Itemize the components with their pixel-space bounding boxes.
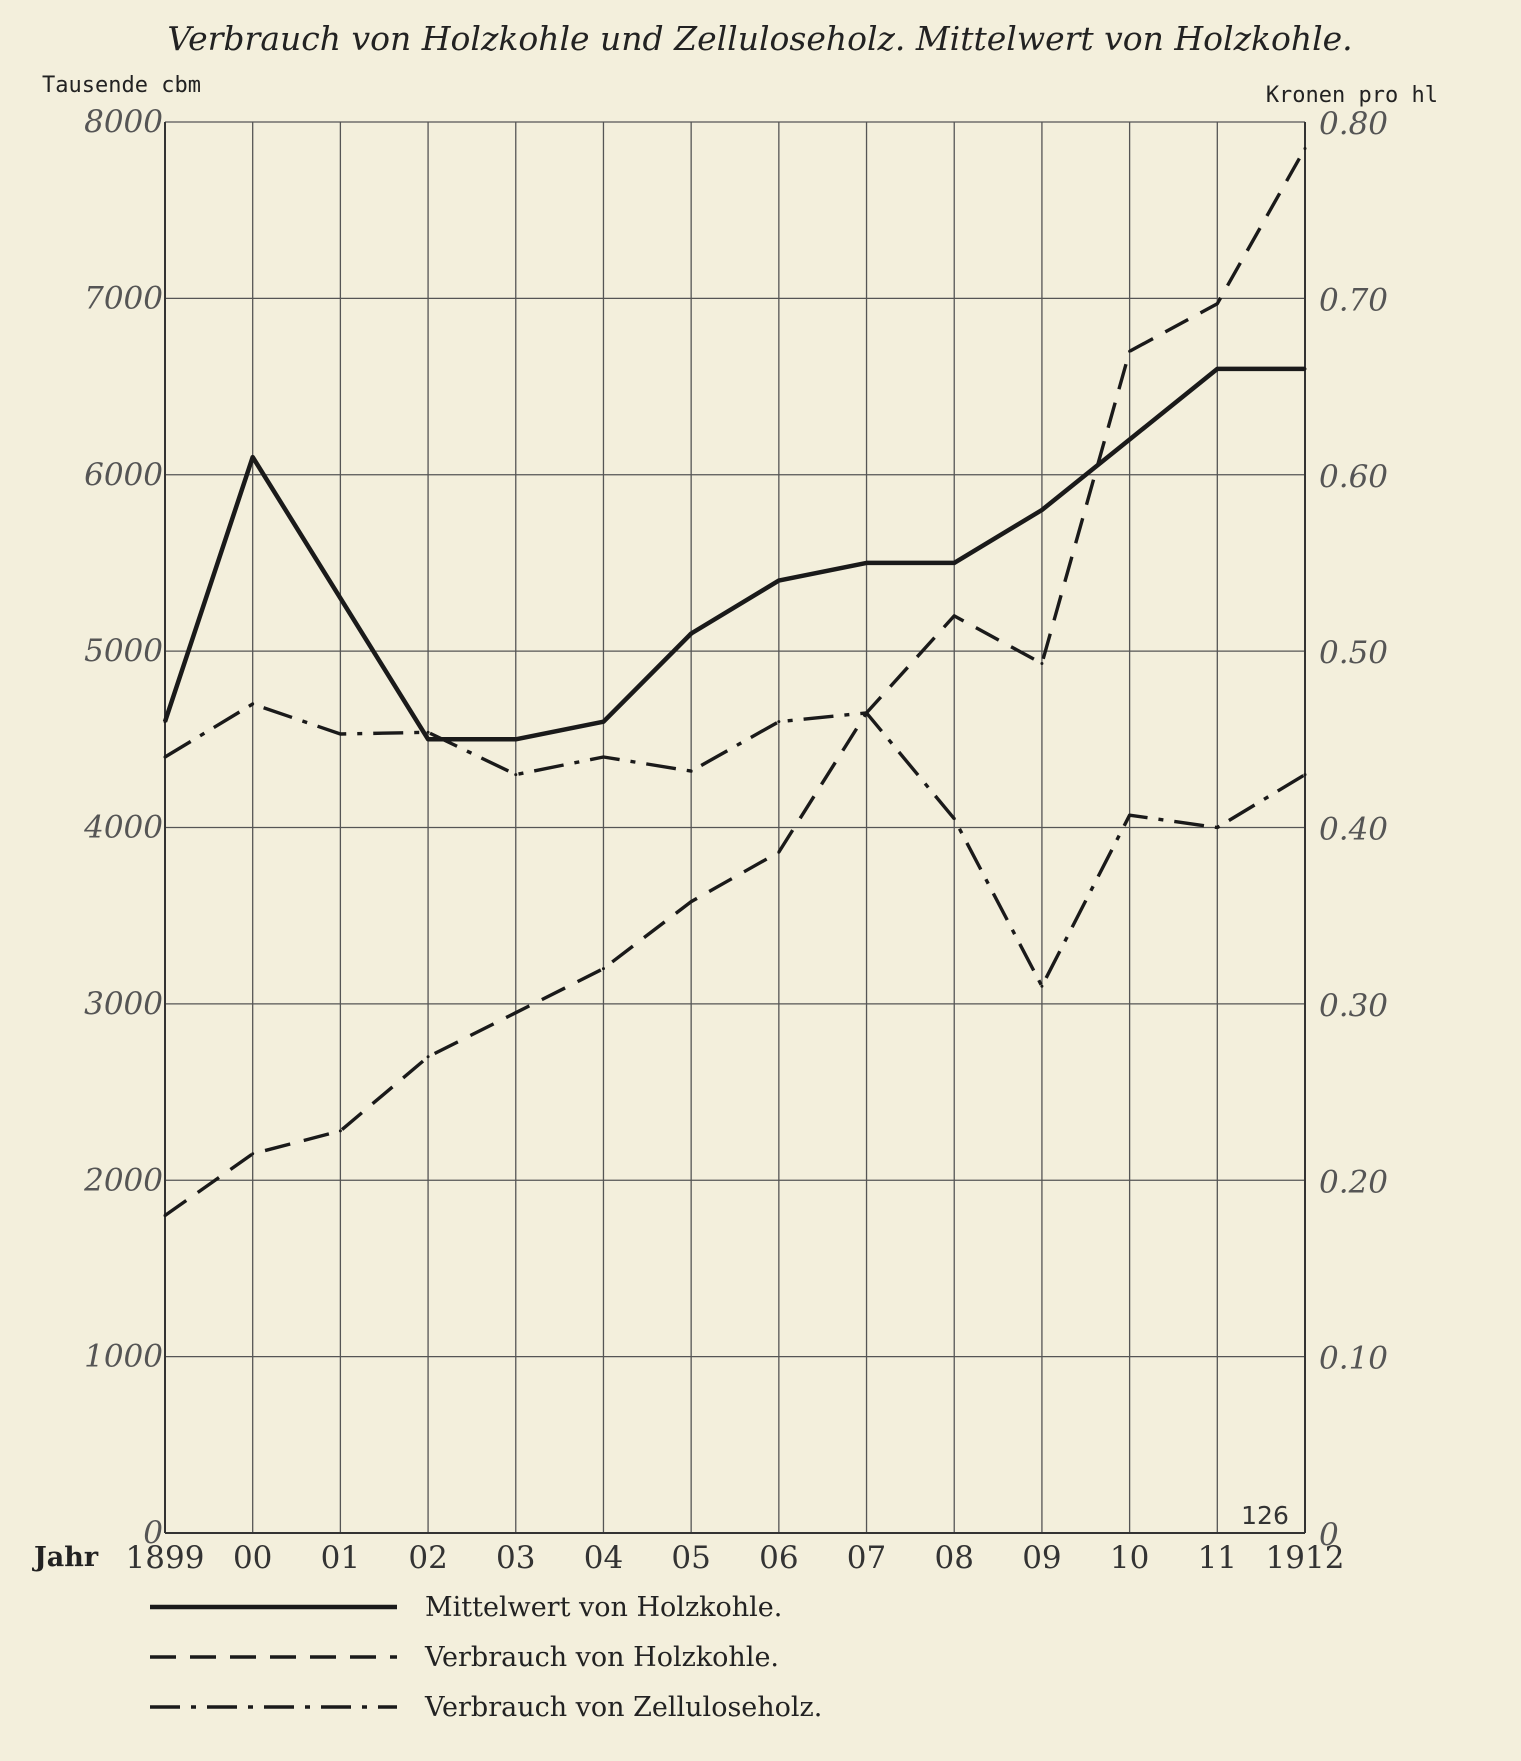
- data-point: [338, 1129, 342, 1133]
- x-tick-label: 08: [935, 1540, 974, 1576]
- right-y-tick-label: 0.60: [1319, 459, 1388, 495]
- x-tick-label: 10: [1110, 1540, 1149, 1576]
- data-point: [777, 579, 781, 583]
- data-point: [251, 702, 255, 706]
- left-axis-unit-label: Tausende cbm: [42, 73, 201, 98]
- axes: [164, 122, 1306, 1534]
- chart-title: Verbrauch von Holzkohle und Zellulosehol…: [167, 19, 1352, 58]
- left-y-tick-label: 8000: [84, 104, 163, 140]
- data-point: [1303, 773, 1307, 777]
- right-axis-unit-label: Kronen pro hl: [1266, 83, 1438, 108]
- left-y-tick-label: 0: [143, 1515, 163, 1551]
- data-point: [251, 1152, 255, 1156]
- data-point: [426, 737, 430, 741]
- legend-label: Verbrauch von Holzkohle.: [424, 1642, 779, 1673]
- left-y-tick-label: 2000: [83, 1162, 163, 1198]
- data-point: [689, 631, 693, 635]
- series-line: [164, 702, 1306, 988]
- data-point: [865, 561, 869, 565]
- data-point: [1215, 302, 1219, 306]
- data-point: [1040, 984, 1044, 988]
- data-point: [514, 737, 518, 741]
- left-y-tick-labels: 0 1000 2000 3000 4000 5000 6000 7000 8000: [83, 104, 163, 1551]
- left-y-tick-label: 1000: [84, 1339, 163, 1375]
- data-point: [426, 730, 430, 734]
- data-point: [1215, 367, 1219, 371]
- right-y-tick-label: 0.50: [1319, 635, 1388, 671]
- page-number: 126: [1241, 1501, 1289, 1530]
- data-point: [952, 817, 956, 821]
- data-point: [1303, 367, 1307, 371]
- data-point: [338, 732, 342, 736]
- legend-label: Mittelwert von Holzkohle.: [425, 1592, 782, 1623]
- data-point: [777, 720, 781, 724]
- x-tick-label: 09: [1022, 1540, 1061, 1576]
- data-point: [1215, 826, 1219, 829]
- x-tick-label: 03: [496, 1540, 535, 1576]
- data-point: [251, 455, 255, 459]
- right-y-tick-labels: 0 0.10 0.20 0.30 0.40 0.50 0.60 0.70 0.80: [1319, 106, 1388, 1553]
- data-point: [514, 1011, 518, 1015]
- x-tick-label: 06: [759, 1540, 798, 1576]
- series-line: [162, 366, 1305, 742]
- data-point: [426, 1055, 430, 1059]
- left-y-tick-label: 4000: [83, 810, 163, 846]
- data-point: [163, 755, 167, 759]
- x-tick-label: 1912: [1266, 1540, 1345, 1576]
- left-y-tick-label: 5000: [84, 633, 163, 669]
- x-tick-label: 00: [233, 1540, 272, 1576]
- series-lines: [162, 146, 1307, 1218]
- x-tick-label: 11: [1198, 1540, 1237, 1576]
- x-tick-label: 07: [847, 1540, 886, 1576]
- x-tick-label: 1899: [126, 1540, 205, 1576]
- legend-label: Verbrauch von Zelluloseholz.: [424, 1692, 822, 1723]
- data-point: [1128, 349, 1132, 353]
- data-point: [601, 720, 605, 724]
- data-point: [865, 711, 869, 715]
- right-y-tick-label: 0.20: [1319, 1164, 1388, 1200]
- right-y-tick-label: 0.40: [1319, 812, 1388, 848]
- left-y-tick-label: 6000: [84, 457, 163, 493]
- data-point: [689, 900, 693, 904]
- x-tick-label: 01: [321, 1540, 360, 1576]
- data-point: [514, 773, 518, 777]
- data-point: [1040, 508, 1044, 512]
- x-tick-label: 04: [584, 1540, 623, 1576]
- data-point: [601, 755, 605, 759]
- data-point: [1040, 661, 1044, 665]
- right-y-tick-label: 0.80: [1319, 106, 1388, 142]
- data-point: [1303, 146, 1307, 150]
- data-point: [952, 614, 956, 618]
- data-point: [1128, 813, 1132, 817]
- x-axis-label: Jahr: [32, 1542, 99, 1573]
- left-y-tick-label: 3000: [84, 986, 163, 1022]
- data-point: [338, 596, 342, 600]
- gridlines: [165, 121, 1305, 1533]
- data-point: [689, 769, 693, 773]
- x-tick-labels: 1899 00 01 02 03 04 05 06 07 08 09 10 11 1912: [126, 1540, 1345, 1576]
- legend: Mittelwert von Holzkohle. Verbrauch von H…: [150, 1592, 822, 1723]
- series-line: [164, 147, 1307, 1217]
- x-tick-label: 02: [408, 1540, 447, 1576]
- data-point: [163, 720, 167, 724]
- right-y-tick-label: 0: [1319, 1517, 1339, 1553]
- right-y-tick-label: 0.70: [1319, 282, 1388, 318]
- right-y-tick-label: 0.30: [1319, 988, 1388, 1024]
- data-point: [1128, 437, 1132, 441]
- data-point: [952, 561, 956, 565]
- data-point: [163, 1214, 167, 1218]
- data-point: [601, 967, 605, 971]
- right-y-tick-label: 0.10: [1319, 1341, 1388, 1377]
- x-tick-label: 05: [671, 1540, 710, 1576]
- left-y-tick-label: 7000: [84, 280, 163, 316]
- data-point: [777, 850, 781, 854]
